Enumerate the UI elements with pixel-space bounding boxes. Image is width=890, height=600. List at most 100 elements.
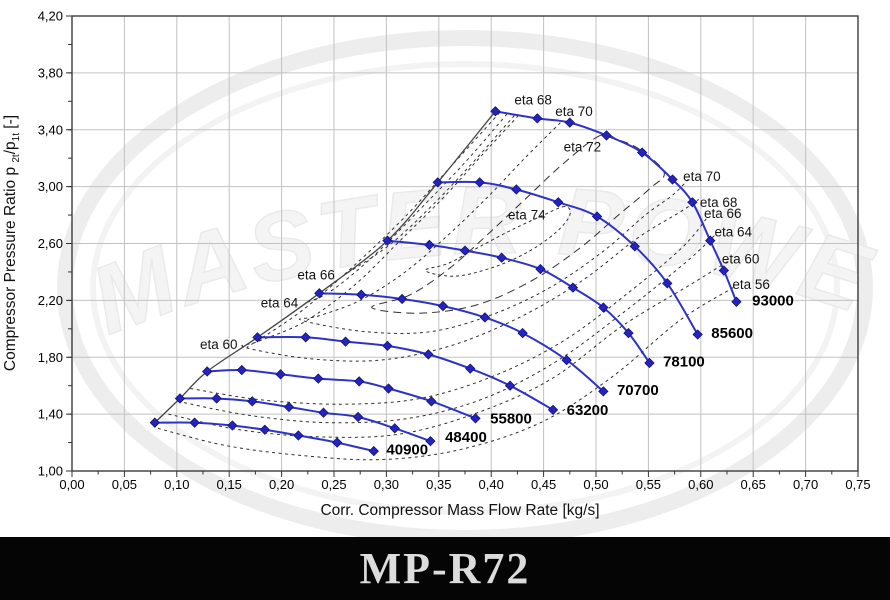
x-tick-label: 0,00 <box>59 477 84 492</box>
data-point-marker <box>517 327 528 339</box>
eta-label: eta 66 <box>704 206 742 221</box>
data-point-marker <box>426 396 437 407</box>
data-point-marker <box>437 300 449 312</box>
data-point-marker <box>352 411 364 423</box>
eta-label: eta 72 <box>564 139 602 154</box>
speed-line-path <box>179 397 431 443</box>
grid-layer <box>72 16 858 471</box>
speed-line-path <box>207 368 476 420</box>
data-point-marker <box>149 417 160 428</box>
data-point-marker <box>283 401 295 413</box>
data-point-marker <box>423 349 434 360</box>
contour-eta-74 <box>424 205 571 277</box>
data-point-marker <box>211 393 222 404</box>
y-tick-label: 2,60 <box>38 236 63 251</box>
x-tick-label: 0,30 <box>374 477 399 492</box>
data-point-marker <box>236 364 247 376</box>
contour-eta-64 <box>177 113 717 424</box>
data-point-marker <box>383 383 394 394</box>
y-tick-label: 3,00 <box>38 179 63 194</box>
data-point-marker <box>174 393 186 404</box>
data-point-marker <box>496 252 507 263</box>
contour-eta-66 <box>190 115 709 405</box>
speed-line-path <box>495 110 738 303</box>
data-point-marker <box>247 396 258 407</box>
data-point-marker <box>532 113 543 124</box>
data-point-marker <box>636 147 648 158</box>
data-point-marker <box>465 363 476 374</box>
eta-label: eta 60 <box>722 252 760 267</box>
data-point-marker <box>424 239 435 251</box>
data-point-marker <box>623 327 634 339</box>
data-point-marker <box>490 106 501 117</box>
x-tick-label: 0,75 <box>845 477 870 492</box>
x-tick-label: 0,05 <box>112 477 137 492</box>
data-point-marker <box>731 296 742 307</box>
data-point-marker <box>553 197 564 208</box>
eta-label: eta 64 <box>261 296 299 311</box>
data-point-marker <box>252 332 263 343</box>
speed-line-label: 70700 <box>617 382 659 399</box>
data-point-marker <box>314 288 325 299</box>
data-point-marker <box>202 366 213 377</box>
speed-line-label: 93000 <box>752 292 794 309</box>
x-tick-label: 0,20 <box>269 477 294 492</box>
speed-line-label: 85600 <box>711 325 753 342</box>
data-point-marker <box>318 407 329 418</box>
data-point-marker <box>368 445 379 457</box>
data-point-marker <box>591 211 603 222</box>
data-point-marker <box>564 117 575 128</box>
y-tick-label: 1,80 <box>38 350 63 365</box>
data-point-marker <box>474 177 485 188</box>
x-tick-label: 0,50 <box>583 477 608 492</box>
eta-label: eta 68 <box>514 92 552 107</box>
x-tick-label: 0,55 <box>636 477 661 492</box>
y-tick-label: 3,40 <box>38 122 63 137</box>
x-axis-title: Corr. Compressor Mass Flow Rate [kg/s] <box>320 502 599 519</box>
speed-line-48400 <box>174 393 436 447</box>
eta-label: eta 56 <box>732 277 770 292</box>
data-point-marker <box>567 282 579 293</box>
data-point-marker <box>692 329 703 340</box>
watermark: MASTER POWER <box>0 0 882 546</box>
contour-eta-60 <box>168 112 730 438</box>
footer-bar: MP-R72 <box>0 537 890 600</box>
eta-label: eta 66 <box>297 267 335 282</box>
data-point-marker <box>382 340 393 352</box>
speed-line-label: 48400 <box>445 429 487 446</box>
eta-label: eta 64 <box>715 225 753 240</box>
speed-line-55800 <box>202 364 481 424</box>
axes-layer: 0,00 0,05 0,10 0,15 0,20 0,25 0,30 0,35 0,40 0,45… <box>2 9 871 493</box>
watermark-inner-ring <box>90 61 840 515</box>
data-point-marker <box>511 184 522 195</box>
data-point-marker <box>432 177 443 188</box>
speed-line-78100 <box>382 235 655 369</box>
x-tick-label: 0,70 <box>793 477 818 492</box>
x-tick-label: 0,60 <box>688 477 713 492</box>
x-tick-label: 0,45 <box>531 477 556 492</box>
eta-label: eta 74 <box>508 208 546 223</box>
data-point-marker <box>396 293 408 305</box>
x-tick-label: 0,15 <box>217 477 242 492</box>
y-tick-label: 2,20 <box>38 293 63 308</box>
data-point-marker <box>459 245 471 256</box>
speed-line-93000 <box>490 106 742 307</box>
data-point-marker <box>227 420 238 431</box>
eta-label: eta 70 <box>555 104 593 119</box>
data-point-marker <box>470 413 481 424</box>
data-point-marker <box>300 332 311 343</box>
data-point-marker <box>382 235 393 246</box>
speed-line-85600 <box>432 177 703 340</box>
speed-line-path <box>257 335 554 411</box>
data-point-marker <box>662 278 673 289</box>
speed-line-label: 63200 <box>567 402 609 419</box>
data-point-marker <box>644 357 655 369</box>
data-point-marker <box>313 373 324 384</box>
speed-line-70700 <box>314 288 609 397</box>
y-tick-label: 3,80 <box>38 65 63 80</box>
data-point-marker <box>259 424 270 435</box>
data-point-marker <box>629 241 640 252</box>
data-point-marker <box>535 263 546 275</box>
